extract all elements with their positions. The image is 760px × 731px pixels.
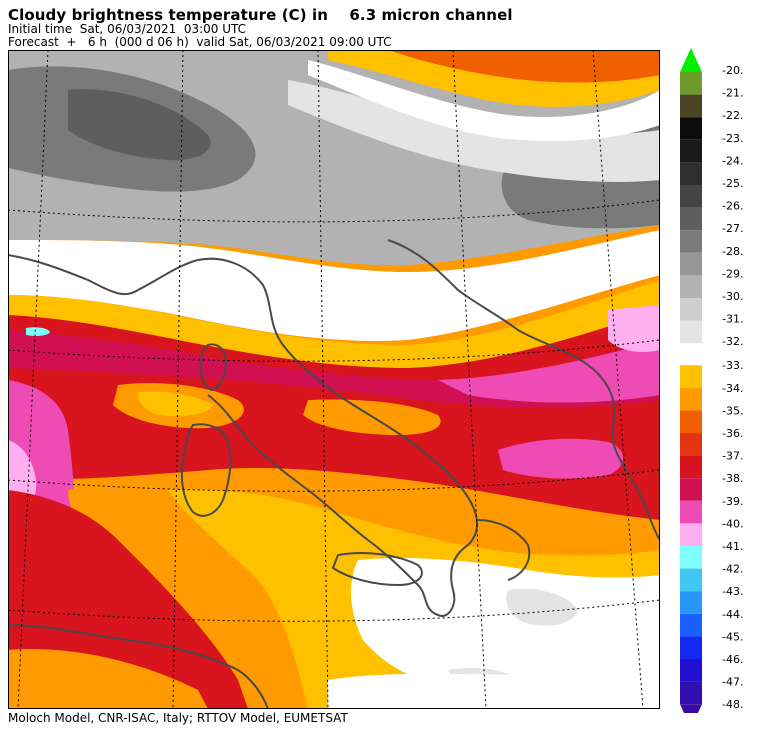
colorbar-label: -24. bbox=[722, 154, 743, 167]
colorbar-label: -21. bbox=[722, 87, 743, 100]
colorbar-swatch bbox=[680, 681, 702, 705]
colorbar-label: -26. bbox=[722, 200, 743, 213]
colorbar-label: -40. bbox=[722, 517, 743, 530]
field-white-middle bbox=[8, 230, 660, 341]
colorbar-label: -37. bbox=[722, 450, 743, 463]
colorbar-swatch bbox=[680, 72, 702, 95]
colorbar-label: -46. bbox=[722, 653, 743, 666]
colorbar-label: -44. bbox=[722, 608, 743, 621]
field-yellow-patch-1 bbox=[137, 391, 213, 417]
colorbar-label: -29. bbox=[722, 267, 743, 280]
colorbar-swatch bbox=[680, 162, 702, 185]
colorbar-label: -27. bbox=[722, 222, 743, 235]
field-orange-top bbox=[388, 50, 660, 83]
field-white-upper bbox=[308, 60, 660, 142]
colorbar-arrow-bottom bbox=[680, 704, 702, 713]
colorbar-swatch bbox=[680, 433, 702, 456]
colorbar-label: -45. bbox=[722, 630, 743, 643]
graticule bbox=[8, 50, 660, 709]
coastline-italy bbox=[137, 257, 479, 617]
colorbar-swatch bbox=[680, 500, 702, 524]
colorbar-label: -25. bbox=[722, 177, 743, 190]
colorbar-label: -34. bbox=[722, 382, 743, 395]
colorbar-label: -33. bbox=[722, 359, 743, 372]
field-cyan-spot bbox=[26, 327, 50, 336]
colorbar-swatch bbox=[680, 298, 702, 321]
colorbar-swatch bbox=[680, 365, 702, 388]
colorbar-label: -39. bbox=[722, 495, 743, 508]
colorbar-swatch bbox=[680, 275, 702, 298]
coastline-france-north bbox=[8, 254, 139, 296]
field-yellow-band bbox=[8, 280, 660, 371]
field-orange-bottom-left bbox=[8, 649, 208, 709]
chart-title: Cloudy brightness temperature (C) in 6.3… bbox=[8, 6, 513, 24]
colorbar-swatch bbox=[680, 185, 702, 208]
colorbar-label: -48. bbox=[722, 698, 743, 711]
colorbar-label: -20. bbox=[722, 64, 743, 77]
colorbar-swatch bbox=[680, 207, 702, 231]
field-lightpink-east bbox=[608, 305, 660, 352]
colorbar-swatch bbox=[680, 591, 702, 614]
colorbar-arrow-top bbox=[680, 48, 702, 72]
colorbar-label: -28. bbox=[722, 245, 743, 258]
field-pink-east bbox=[438, 340, 660, 403]
colorbar-label: -22. bbox=[722, 109, 743, 122]
colorbar-label: -30. bbox=[722, 290, 743, 303]
field-magenta-se bbox=[498, 438, 623, 479]
colorbar-swatch bbox=[680, 252, 702, 276]
colorbar-swatch bbox=[680, 230, 702, 253]
colorbar-label: -23. bbox=[722, 132, 743, 145]
model-credit: Moloch Model, CNR-ISAC, Italy; RTTOV Mod… bbox=[8, 711, 348, 725]
colorbar-swatch bbox=[680, 410, 702, 433]
colorbar-swatch bbox=[680, 320, 702, 344]
colorbar-swatch bbox=[680, 387, 702, 411]
colorbar-label: -42. bbox=[722, 563, 743, 576]
colorbar-label: -35. bbox=[722, 404, 743, 417]
colorbar-swatch bbox=[680, 636, 702, 659]
coastline-greece bbox=[477, 519, 531, 581]
field-white-south bbox=[351, 558, 660, 690]
colorbar-swatch bbox=[680, 117, 702, 140]
colorbar-label: -32. bbox=[722, 335, 743, 348]
colorbar-swatch bbox=[680, 94, 702, 118]
colorbar-label: -41. bbox=[722, 540, 743, 553]
colorbar-label: -47. bbox=[722, 676, 743, 689]
coastline-corsica bbox=[199, 343, 227, 391]
field-grey-south-1 bbox=[506, 588, 578, 626]
initial-time: Initial time Sat, 06/03/2021 03:00 UTC bbox=[8, 22, 247, 36]
coastline-sicily bbox=[332, 552, 423, 586]
colorbar: -20. -21. -22. -23. -24. -25. -26. -27. -28. -29.… bbox=[680, 48, 743, 713]
coastline-sardinia bbox=[180, 423, 232, 517]
field-grey-darker-nw bbox=[68, 89, 211, 161]
colorbar-swatch bbox=[680, 478, 702, 501]
coastline-africa bbox=[8, 624, 269, 709]
colorbar-label: -43. bbox=[722, 585, 743, 598]
field-white-se-bottom bbox=[328, 668, 660, 709]
colorbar-swatch bbox=[680, 659, 702, 682]
colorbar-label: -36. bbox=[722, 427, 743, 440]
colorbar-swatch bbox=[680, 139, 702, 163]
colorbar-swatch bbox=[680, 455, 702, 479]
colorbar-label: -38. bbox=[722, 472, 743, 485]
coastline-balkans bbox=[387, 239, 660, 541]
colorbar-label: -31. bbox=[722, 313, 743, 326]
forecast-time: Forecast + 6 h (000 d 06 h) valid Sat, 0… bbox=[8, 35, 392, 49]
colorbar-swatch bbox=[680, 546, 702, 569]
satellite-map bbox=[8, 50, 660, 709]
colorbar-swatch bbox=[680, 523, 702, 546]
colorbar-swatch bbox=[680, 568, 702, 592]
colorbar-swatch bbox=[680, 613, 702, 637]
